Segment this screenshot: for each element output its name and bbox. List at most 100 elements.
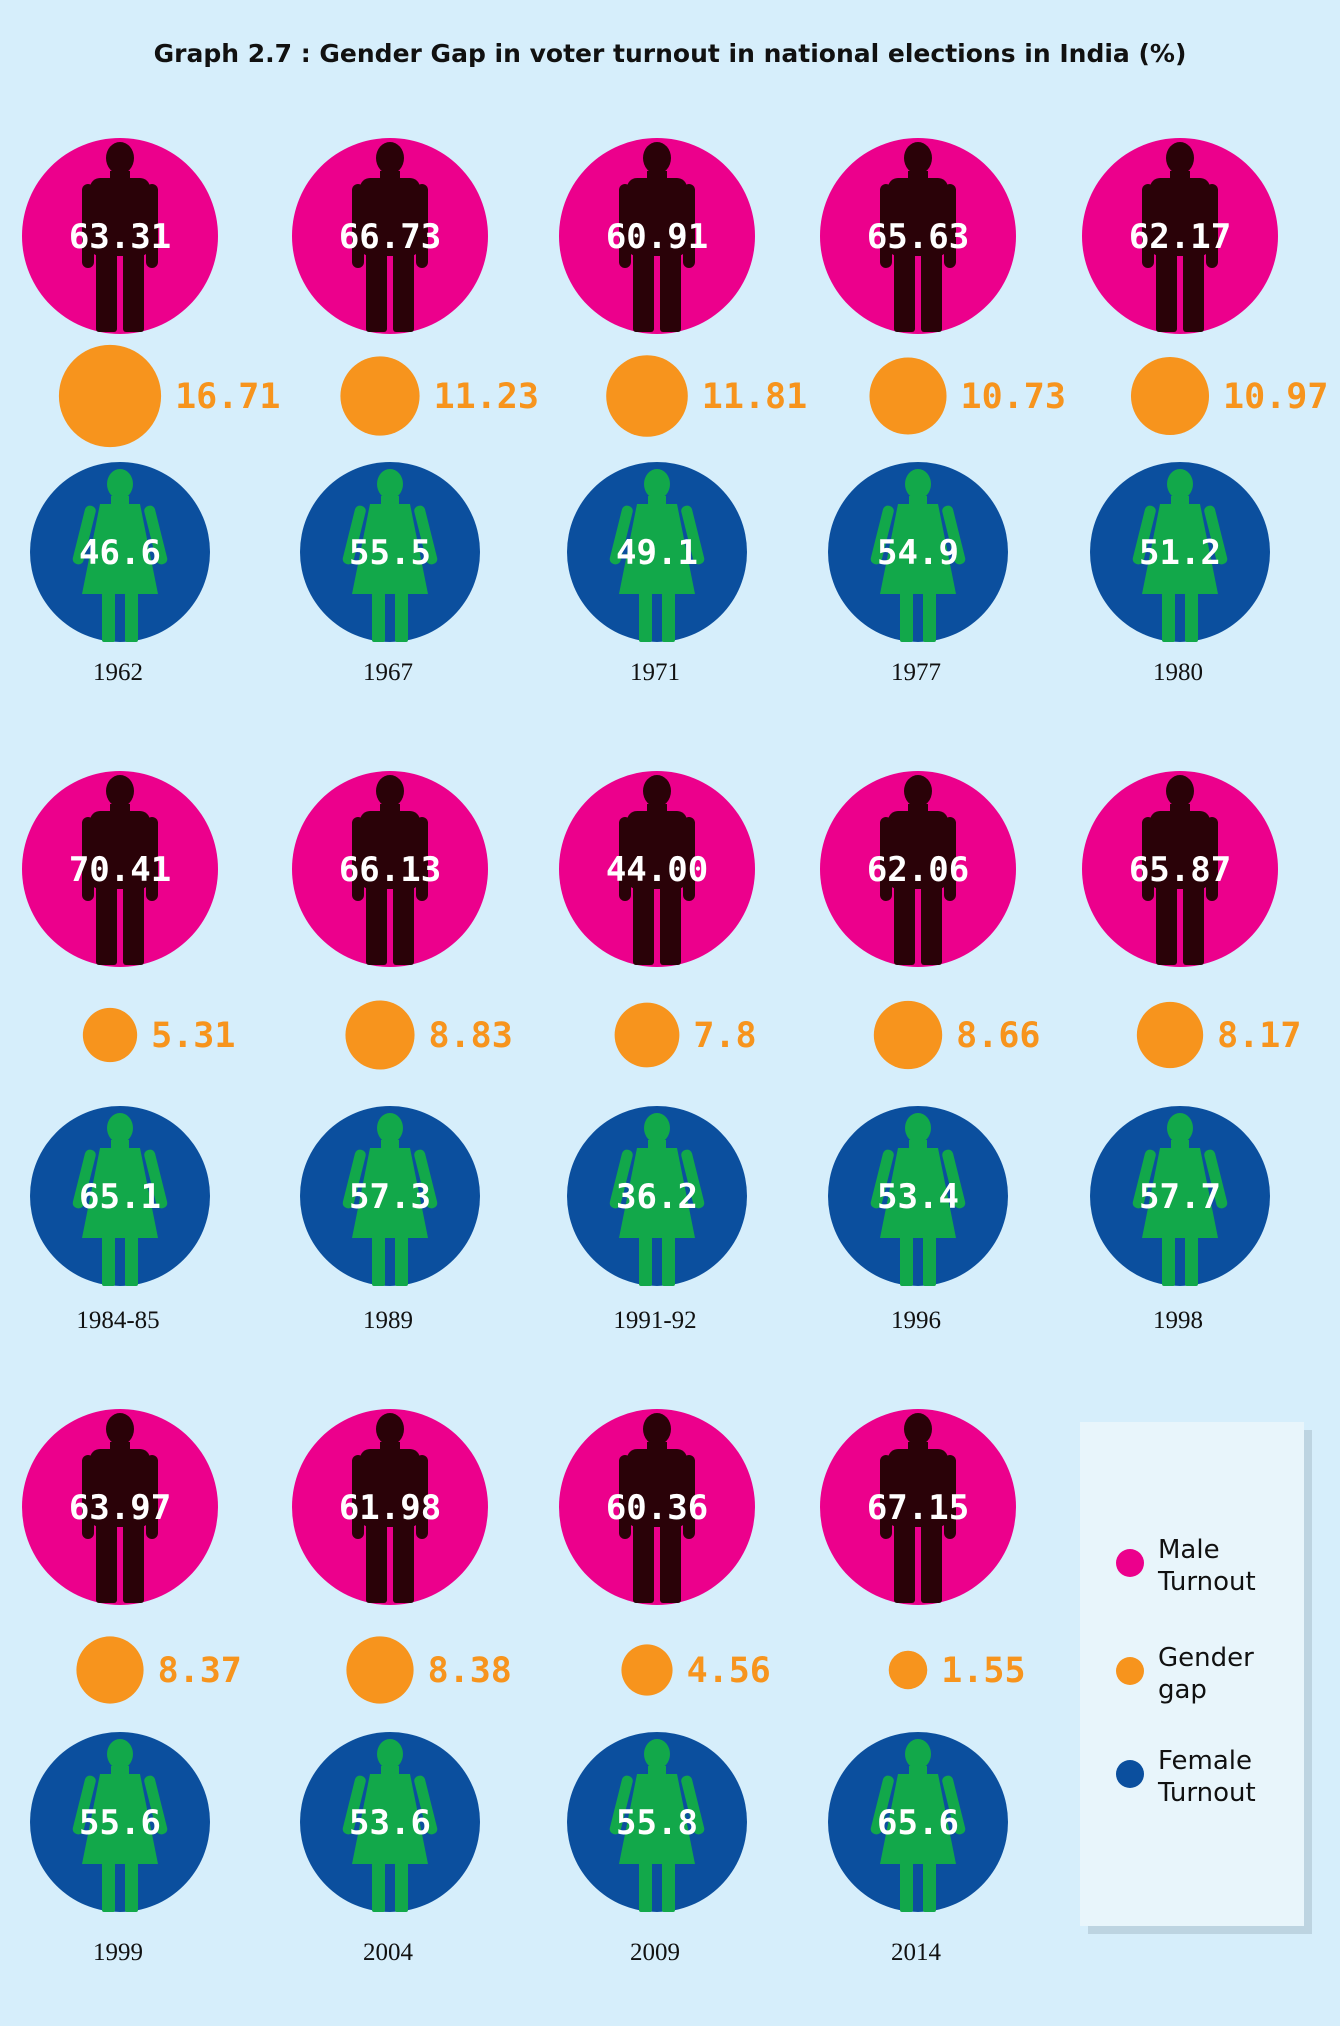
female-turnout-label: 54.9 (877, 533, 959, 573)
gender-gap-label: 8.66 (956, 1016, 1040, 1056)
election-unit-1971: 60.91 11.81 49.1 1971 (559, 138, 807, 686)
female-turnout-label: 53.4 (877, 1177, 959, 1217)
woman-figure-icon (609, 1113, 705, 1286)
gender-gap-circle (1136, 1001, 1204, 1069)
gender-gap-circle (621, 1644, 673, 1696)
election-unit-1962: 63.31 16.71 46.6 1962 (22, 138, 280, 686)
legend-label: gap (1158, 1675, 1207, 1705)
man-figure-icon (82, 775, 158, 965)
male-turnout-label: 62.17 (1129, 217, 1231, 257)
gender-gap-label: 11.23 (434, 377, 539, 417)
gender-gap-circle (1130, 356, 1210, 436)
gender-gap-label: 8.37 (158, 1651, 242, 1691)
female-turnout-label: 55.8 (616, 1803, 698, 1843)
gender-gap-circle (345, 1000, 415, 1070)
man-figure-icon (352, 142, 428, 332)
female-turnout-label: 57.3 (349, 1177, 431, 1217)
man-figure-icon (619, 142, 695, 332)
year-label: 1989 (363, 1307, 413, 1334)
election-unit-1989: 66.13 8.83 57.3 1989 (292, 771, 513, 1334)
female-turnout-label: 57.7 (1139, 1177, 1221, 1217)
man-figure-icon (880, 142, 956, 332)
man-figure-icon (880, 775, 956, 965)
legend-label: Gender (1158, 1643, 1254, 1673)
gender-gap-label: 8.38 (428, 1651, 512, 1691)
woman-figure-icon (609, 469, 705, 642)
gender-gap-circle (58, 344, 162, 448)
woman-figure-icon (72, 1739, 168, 1912)
year-label: 1984-85 (76, 1307, 159, 1334)
man-figure-icon (352, 1413, 428, 1603)
female-turnout-label: 65.1 (79, 1177, 161, 1217)
woman-figure-icon (342, 469, 438, 642)
male-turnout-label: 63.31 (69, 217, 171, 257)
man-figure-icon (1142, 142, 1218, 332)
woman-figure-icon (342, 1113, 438, 1286)
gender-gap-label: 4.56 (687, 1651, 771, 1691)
female-turnout-label: 53.6 (349, 1803, 431, 1843)
year-label: 1996 (891, 1307, 941, 1334)
legend-box (1080, 1422, 1304, 1926)
election-unit-1977: 65.63 10.73 54.9 1977 (820, 138, 1066, 686)
legend-swatch (1116, 1760, 1144, 1788)
male-turnout-label: 67.15 (867, 1488, 969, 1528)
gender-gap-label: 10.97 (1223, 377, 1328, 417)
legend-label: Turnout (1157, 1567, 1256, 1597)
gender-gap-label: 1.55 (941, 1651, 1025, 1691)
year-label: 1971 (630, 659, 680, 686)
gender-gap-label: 10.73 (961, 377, 1066, 417)
woman-figure-icon (1132, 469, 1228, 642)
legend-label: Female (1158, 1746, 1252, 1776)
year-label: 2014 (891, 1939, 942, 1966)
male-turnout-label: 61.98 (339, 1488, 441, 1528)
woman-figure-icon (870, 469, 966, 642)
gender-gap-circle (340, 356, 420, 436)
male-turnout-label: 66.73 (339, 217, 441, 257)
gender-gap-circle (873, 1000, 943, 1070)
year-label: 1999 (93, 1939, 143, 1966)
female-turnout-label: 55.6 (79, 1803, 161, 1843)
election-unit-2014: 67.15 1.55 65.6 2014 (820, 1409, 1026, 1966)
female-turnout-label: 49.1 (616, 533, 698, 573)
election-unit-1980: 62.17 10.97 51.2 1980 (1082, 138, 1328, 686)
male-turnout-label: 66.13 (339, 850, 441, 890)
election-unit-1984-85: 70.41 5.31 65.1 1984-85 (22, 771, 235, 1334)
man-figure-icon (880, 1413, 956, 1603)
man-figure-icon (82, 1413, 158, 1603)
chart-units: 63.31 16.71 46.6 1962 66.73 11.23 55.5 1967 60.9… (22, 138, 1328, 1966)
gender-gap-label: 8.17 (1217, 1016, 1301, 1056)
male-turnout-label: 62.06 (867, 850, 969, 890)
man-figure-icon (1142, 775, 1218, 965)
legend-label: Male (1158, 1535, 1220, 1565)
year-label: 1967 (363, 659, 413, 686)
gender-gap-circle (76, 1636, 144, 1704)
legend-swatch (1116, 1549, 1144, 1577)
woman-figure-icon (1132, 1113, 1228, 1286)
woman-figure-icon (870, 1739, 966, 1912)
election-unit-1967: 66.73 11.23 55.5 1967 (292, 138, 539, 686)
male-turnout-label: 44.00 (606, 850, 708, 890)
male-turnout-label: 65.87 (1129, 850, 1231, 890)
gender-gap-circle (82, 1007, 138, 1063)
gender-gap-circle (888, 1650, 928, 1690)
male-turnout-label: 60.36 (606, 1488, 708, 1528)
gender-gap-label: 11.81 (702, 377, 807, 417)
year-label: 2009 (630, 1939, 680, 1966)
year-label: 1980 (1153, 659, 1203, 686)
year-label: 1991-92 (613, 1307, 696, 1334)
man-figure-icon (619, 775, 695, 965)
female-turnout-label: 65.6 (877, 1803, 959, 1843)
gender-gap-label: 7.8 (693, 1016, 756, 1056)
year-label: 1998 (1153, 1307, 1203, 1334)
chart-title: Graph 2.7 : Gender Gap in voter turnout … (154, 39, 1187, 68)
election-unit-1991-92: 44.00 7.8 36.2 1991-92 (559, 771, 757, 1334)
female-turnout-label: 55.5 (349, 533, 431, 573)
gender-gap-label: 8.83 (429, 1016, 513, 1056)
legend-swatch (1116, 1657, 1144, 1685)
gender-gap-label: 16.71 (175, 377, 280, 417)
election-unit-1996: 62.06 8.66 53.4 1996 (820, 771, 1040, 1334)
man-figure-icon (352, 775, 428, 965)
